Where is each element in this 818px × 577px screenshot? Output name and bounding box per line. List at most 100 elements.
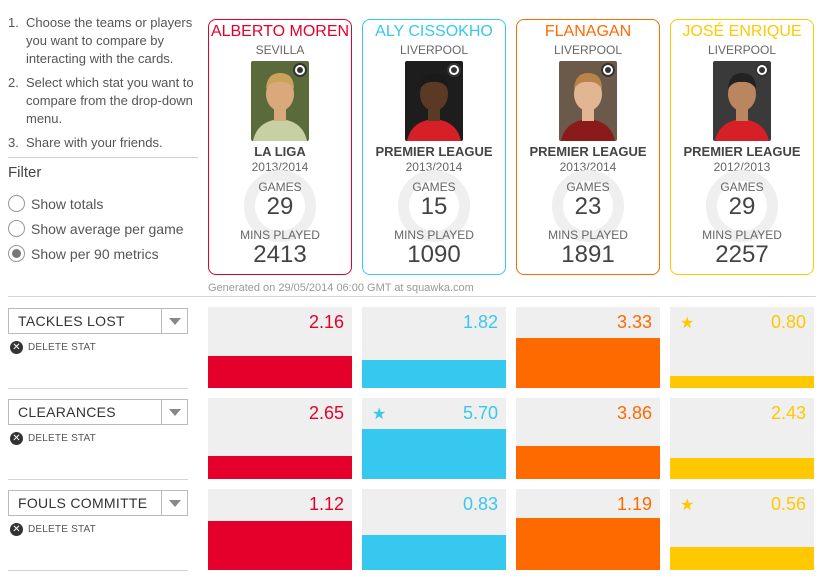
player-photo [713, 61, 771, 141]
stat-value: 1.19 [616, 494, 652, 514]
delete-stat-button[interactable]: ✕ DELETE STAT [10, 341, 96, 354]
games-value: 29 [266, 193, 294, 220]
stat-value-box: ★ 0.56 [670, 489, 814, 570]
delete-stat-button[interactable]: ✕ DELETE STAT [10, 432, 96, 445]
stat-dropdown-value: TACKLES LOST [18, 313, 125, 329]
generated-note: Generated on 29/05/2014 06:00 GMT at squ… [208, 282, 474, 294]
stat-value-box: 2.43 [670, 398, 814, 479]
stat-bar [670, 458, 814, 479]
filter-option-average[interactable]: Show average per game [8, 216, 184, 241]
background-ring-icon [552, 170, 624, 242]
stat-value: 3.33 [616, 312, 652, 332]
star-icon: ★ [372, 406, 387, 423]
stat-bar [516, 446, 660, 479]
filter-title: Filter [8, 164, 42, 181]
player-name[interactable]: JOSÉ ENRIQUE [682, 23, 802, 40]
stat-value: 1.12 [308, 494, 344, 514]
squawka-logo-icon [293, 63, 307, 77]
player-card[interactable]: JOSÉ ENRIQUE LIVERPOOL PREMIER LEAGUE 20… [670, 19, 814, 275]
stat-value-box: 2.16 [208, 307, 352, 388]
close-icon: ✕ [10, 432, 23, 445]
filter-option-per90[interactable]: Show per 90 metrics [8, 241, 184, 266]
stat-dropdown[interactable]: CLEARANCES [8, 399, 188, 425]
divider [8, 479, 188, 480]
radio-button[interactable] [8, 220, 25, 237]
delete-stat-button[interactable]: ✕ DELETE STAT [10, 523, 96, 536]
stat-dropdown[interactable]: FOULS COMMITTE [8, 490, 188, 516]
background-ring-icon [244, 170, 316, 242]
games-value: 15 [420, 193, 448, 220]
league-name: PREMIER LEAGUE [683, 144, 801, 159]
stat-value-box: 0.83 [362, 489, 506, 570]
stat-value-box: 3.86 [516, 398, 660, 479]
delete-stat-label: DELETE STAT [28, 524, 96, 535]
stat-bar [362, 535, 506, 570]
mins-played-label: MINS PLAYED [702, 228, 782, 242]
stat-value: 2.43 [770, 403, 806, 423]
background-ring-icon [706, 170, 778, 242]
chevron-down-icon[interactable] [161, 309, 187, 333]
mins-played-value: 2257 [715, 241, 769, 268]
close-icon: ✕ [10, 341, 23, 354]
season: 2013/2014 [251, 160, 309, 174]
games-label: GAMES [412, 180, 456, 194]
player-card[interactable]: ALBERTO MOREN SEVILLA LA LIGA 2013/2014 … [208, 19, 352, 275]
games-value: 29 [728, 193, 756, 220]
divider [8, 157, 198, 158]
stat-value-box: 1.19 [516, 489, 660, 570]
stat-dropdown[interactable]: TACKLES LOST [8, 308, 188, 334]
instruction-item: 2. Select which stat you want to compare … [8, 75, 194, 126]
close-icon: ✕ [10, 523, 23, 536]
instruction-item: 3. Share with your friends. [8, 135, 163, 150]
player-name[interactable]: ALBERTO MOREN [210, 23, 350, 40]
mins-played-value: 1090 [407, 241, 461, 268]
games-label: GAMES [566, 180, 610, 194]
chevron-down-icon[interactable] [161, 491, 187, 515]
player-card[interactable]: FLANAGAN LIVERPOOL PREMIER LEAGUE 2013/2… [516, 19, 660, 275]
stat-value: 2.65 [308, 403, 344, 423]
stat-value: 1.82 [462, 312, 498, 332]
stat-value: 0.80 [770, 312, 806, 332]
background-ring-icon [398, 170, 470, 242]
stat-bar [208, 356, 352, 388]
player-club: SEVILLA [255, 43, 305, 57]
star-icon: ★ [680, 497, 695, 514]
squawka-logo-icon [601, 63, 615, 77]
player-club: LIVERPOOL [553, 43, 623, 57]
games-value: 23 [574, 193, 602, 220]
stat-value-box: ★ 5.70 [362, 398, 506, 479]
radio-button-selected[interactable] [8, 245, 25, 262]
stat-bar [670, 376, 814, 388]
instruction-item: 1. Choose the teams or players you want t… [8, 15, 193, 66]
instructions-list: 1. Choose the teams or players you want t… [8, 14, 198, 158]
league-name: PREMIER LEAGUE [375, 144, 493, 159]
season: 2012/2013 [713, 160, 771, 174]
stat-bar [208, 456, 352, 479]
player-photo [405, 61, 463, 141]
chevron-down-icon[interactable] [161, 400, 187, 424]
stat-bar [670, 547, 814, 570]
stat-dropdown-value: CLEARANCES [18, 404, 116, 420]
games-label: GAMES [720, 180, 764, 194]
radio-button[interactable] [8, 195, 25, 212]
delete-stat-label: DELETE STAT [28, 433, 96, 444]
player-club: LIVERPOOL [707, 43, 777, 57]
filter-options: Show totals Show average per game Show p… [8, 191, 184, 266]
stat-bar [362, 429, 506, 479]
league-name: LA LIGA [254, 144, 306, 159]
stat-value-box: 1.12 [208, 489, 352, 570]
league-name: PREMIER LEAGUE [529, 144, 647, 159]
player-card[interactable]: ALY CISSOKHO LIVERPOOL PREMIER LEAGUE 20… [362, 19, 506, 275]
stat-value: 0.83 [462, 494, 498, 514]
player-name[interactable]: ALY CISSOKHO [375, 23, 493, 40]
stat-bar [516, 518, 660, 570]
filter-option-totals[interactable]: Show totals [8, 191, 184, 216]
player-name[interactable]: FLANAGAN [544, 23, 632, 40]
mins-played-value: 1891 [561, 241, 615, 268]
stat-dropdown-value: FOULS COMMITTE [18, 495, 148, 511]
mins-played-value: 2413 [253, 241, 307, 268]
stat-value: 0.56 [770, 494, 806, 514]
delete-stat-label: DELETE STAT [28, 342, 96, 353]
stat-bar [362, 360, 506, 388]
player-photo [559, 61, 617, 141]
